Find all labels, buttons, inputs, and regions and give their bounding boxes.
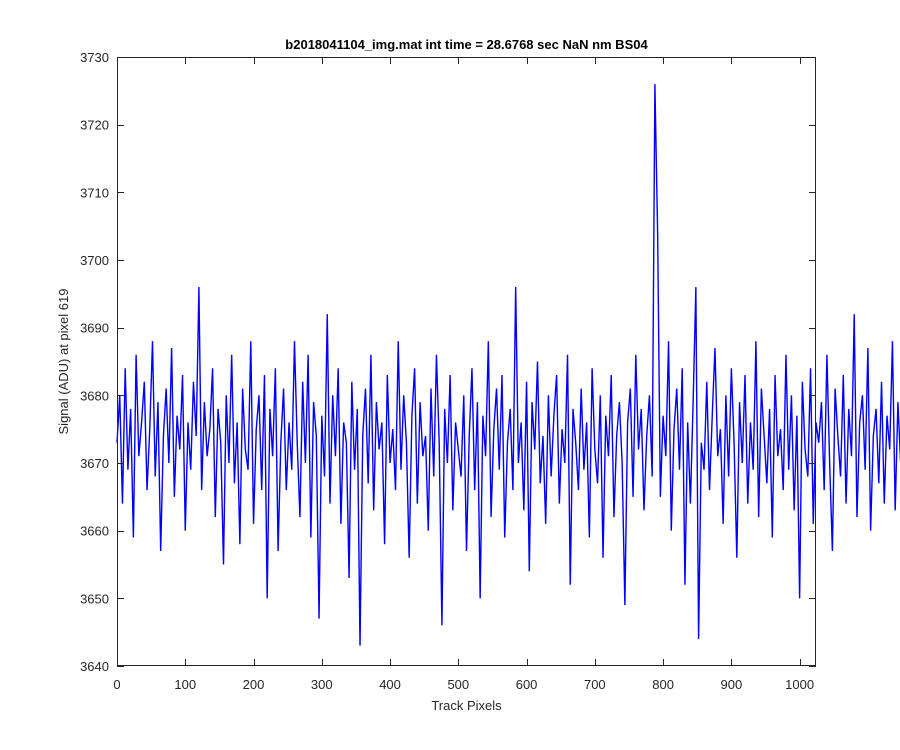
- y-tick-label: 3670: [80, 456, 109, 471]
- y-tick-label: 3700: [80, 253, 109, 268]
- x-tick-label: 100: [174, 677, 196, 692]
- y-tick-label: 3640: [80, 659, 109, 674]
- y-tick-label: 3680: [80, 388, 109, 403]
- x-tick-label: 0: [113, 677, 120, 692]
- x-tick-label: 700: [584, 677, 606, 692]
- x-tick-label: 200: [243, 677, 265, 692]
- y-tick-label: 3720: [80, 118, 109, 133]
- y-tick-label: 3650: [80, 591, 109, 606]
- y-tick-label: 3690: [80, 321, 109, 336]
- y-tick-label: 3730: [80, 50, 109, 65]
- series-line-0: [116, 84, 900, 646]
- plot-area: [117, 57, 816, 666]
- y-axis-label: Signal (ADU) at pixel 619: [56, 289, 71, 435]
- y-tick-label: 3660: [80, 524, 109, 539]
- x-tick-label: 300: [311, 677, 333, 692]
- x-tick-label: 1000: [785, 677, 814, 692]
- chart-title: b2018041104_img.mat int time = 28.6768 s…: [285, 37, 648, 52]
- y-tick-label: 3710: [80, 185, 109, 200]
- x-tick-label: 900: [721, 677, 743, 692]
- ticks-layer: 0 100 200 300 400 500 600 700 800 900 1000 3640 3650…: [80, 50, 816, 692]
- axes-frame: [117, 57, 816, 666]
- x-axis-label: Track Pixels: [431, 698, 502, 713]
- x-tick-label: 400: [379, 677, 401, 692]
- x-tick-label: 800: [652, 677, 674, 692]
- x-tick-label: 500: [447, 677, 469, 692]
- x-tick-label: 600: [516, 677, 538, 692]
- series-layer: [116, 84, 900, 646]
